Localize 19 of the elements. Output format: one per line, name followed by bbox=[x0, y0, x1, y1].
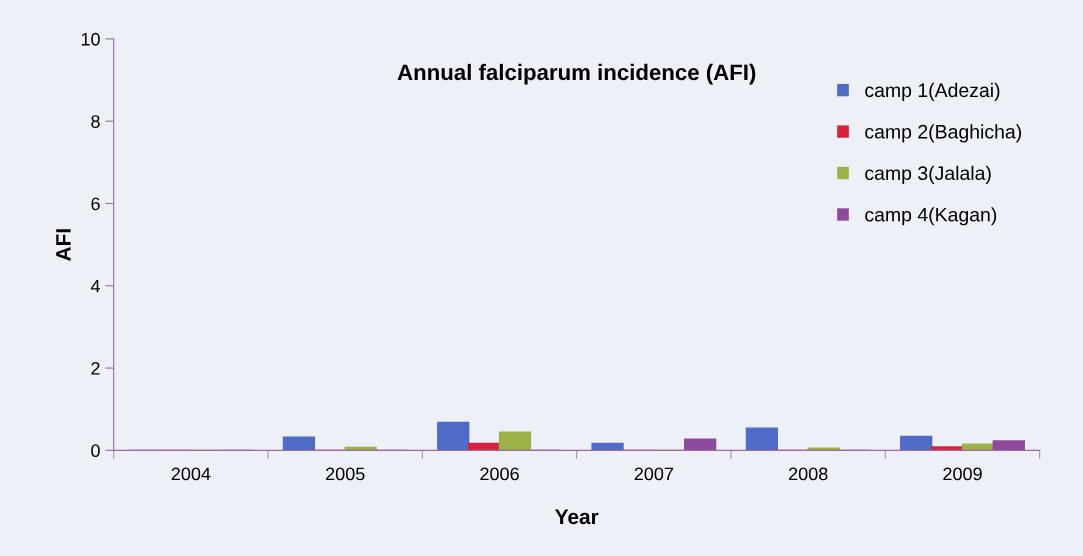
legend-label: camp 3(Jalala) bbox=[865, 165, 991, 184]
y-tick-label: 6 bbox=[91, 197, 100, 211]
x-tick-label: 2004 bbox=[171, 467, 211, 481]
x-tick-label: 2007 bbox=[634, 467, 674, 481]
y-tick-label: 2 bbox=[91, 362, 100, 375]
x-tick-label: 2009 bbox=[943, 467, 982, 481]
x-tick-label: 2005 bbox=[326, 467, 365, 481]
x-tick-label: 2008 bbox=[789, 467, 828, 481]
legend-label: camp 2(Baghicha) bbox=[865, 124, 1021, 143]
legend-label: camp 1(Adezai) bbox=[865, 82, 1000, 101]
y-tick-label: 0 bbox=[91, 444, 100, 458]
legend-label: camp 4(Kagan) bbox=[865, 207, 997, 226]
y-tick-label: 8 bbox=[91, 115, 100, 128]
text: Annual falciparum incidence (AFI) bbox=[397, 63, 756, 85]
x-axis-title: Year bbox=[555, 509, 599, 525]
x-tick-label: 2006 bbox=[480, 467, 519, 481]
y-tick-label: 10 bbox=[81, 32, 100, 46]
y-axis-title: AFI bbox=[56, 229, 71, 261]
y-tick-label: 4 bbox=[90, 279, 100, 293]
